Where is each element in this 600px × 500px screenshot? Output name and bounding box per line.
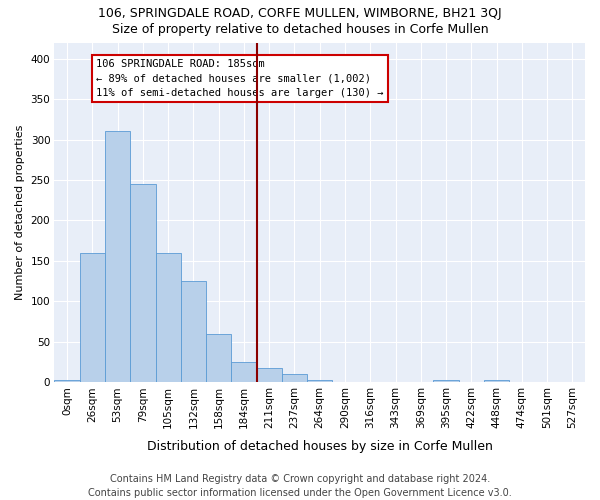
- Bar: [80, 252, 105, 382]
- Text: 106, SPRINGDALE ROAD, CORFE MULLEN, WIMBORNE, BH21 3QJ: 106, SPRINGDALE ROAD, CORFE MULLEN, WIMB…: [98, 8, 502, 20]
- Text: 106 SPRINGDALE ROAD: 185sqm
← 89% of detached houses are smaller (1,002)
11% of : 106 SPRINGDALE ROAD: 185sqm ← 89% of det…: [96, 58, 383, 98]
- Bar: [206, 334, 232, 382]
- Bar: [433, 380, 458, 382]
- Bar: [257, 368, 282, 382]
- Bar: [130, 184, 155, 382]
- Text: Contains HM Land Registry data © Crown copyright and database right 2024.
Contai: Contains HM Land Registry data © Crown c…: [88, 474, 512, 498]
- Y-axis label: Number of detached properties: Number of detached properties: [15, 124, 25, 300]
- Bar: [282, 374, 307, 382]
- X-axis label: Distribution of detached houses by size in Corfe Mullen: Distribution of detached houses by size …: [147, 440, 493, 452]
- Bar: [105, 132, 130, 382]
- Bar: [232, 362, 257, 382]
- Bar: [155, 252, 181, 382]
- Text: Size of property relative to detached houses in Corfe Mullen: Size of property relative to detached ho…: [112, 22, 488, 36]
- Bar: [484, 380, 509, 382]
- Bar: [307, 380, 332, 382]
- Bar: [55, 380, 80, 382]
- Bar: [181, 281, 206, 382]
